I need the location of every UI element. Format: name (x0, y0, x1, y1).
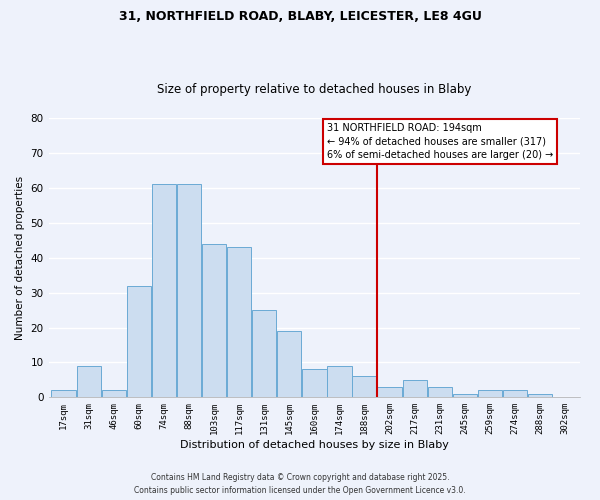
Bar (503, 390, 527, 398)
Text: 31, NORTHFIELD ROAD, BLABY, LEICESTER, LE8 4GU: 31, NORTHFIELD ROAD, BLABY, LEICESTER, L… (119, 10, 481, 23)
Bar (52, 390, 76, 398)
Bar (202, 244, 226, 398)
Bar (328, 366, 352, 398)
X-axis label: Distribution of detached houses by size in Blaby: Distribution of detached houses by size … (180, 440, 449, 450)
Bar (252, 310, 277, 398)
Bar (478, 390, 502, 398)
Bar (302, 370, 326, 398)
Text: 31 NORTHFIELD ROAD: 194sqm
← 94% of detached houses are smaller (317)
6% of semi: 31 NORTHFIELD ROAD: 194sqm ← 94% of deta… (327, 123, 553, 160)
Y-axis label: Number of detached properties: Number of detached properties (15, 176, 25, 340)
Bar (352, 376, 377, 398)
Bar (428, 387, 452, 398)
Bar (528, 394, 553, 398)
Bar (453, 394, 477, 398)
Bar (127, 286, 151, 398)
Title: Size of property relative to detached houses in Blaby: Size of property relative to detached ho… (157, 83, 472, 96)
Bar (101, 390, 126, 398)
Bar (152, 184, 176, 398)
Bar (227, 247, 251, 398)
Bar (403, 380, 427, 398)
Bar (77, 366, 101, 398)
Bar (277, 331, 301, 398)
Bar (377, 387, 402, 398)
Text: Contains HM Land Registry data © Crown copyright and database right 2025.
Contai: Contains HM Land Registry data © Crown c… (134, 474, 466, 495)
Bar (177, 184, 201, 398)
